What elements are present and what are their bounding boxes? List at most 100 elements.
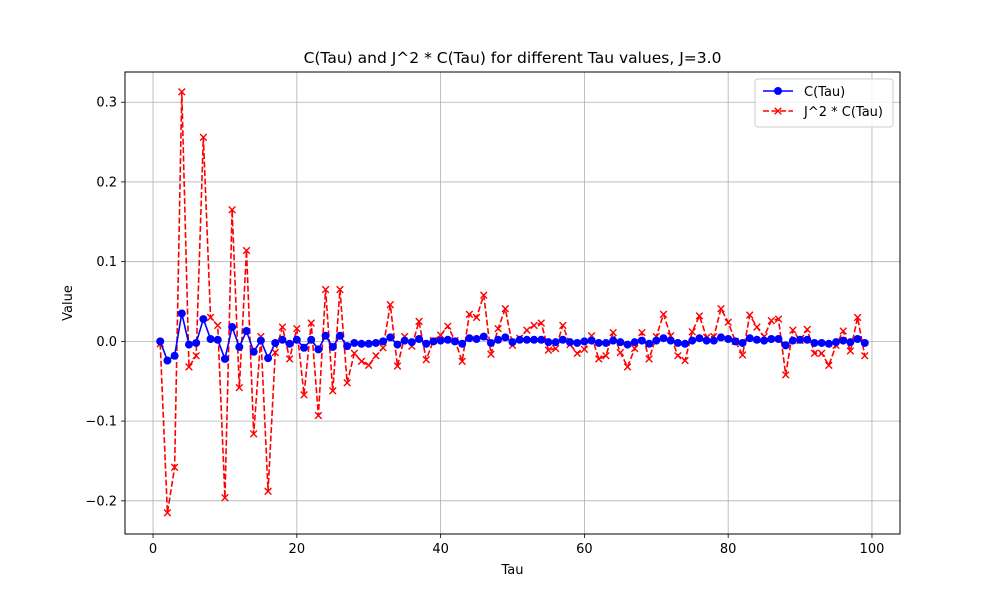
- data-point-j2-c-tau: [422, 355, 431, 364]
- data-point-c-tau: [609, 336, 618, 345]
- data-point-j2-c-tau: [803, 325, 812, 334]
- data-point-c-tau: [407, 338, 416, 347]
- data-point-c-tau: [573, 338, 582, 347]
- data-point-c-tau: [652, 336, 661, 345]
- data-point-c-tau: [400, 336, 409, 345]
- data-point-c-tau: [486, 338, 495, 347]
- data-point-c-tau: [752, 335, 761, 344]
- data-point-c-tau: [673, 338, 682, 347]
- data-point-j2-c-tau: [221, 493, 229, 502]
- data-point-j2-c-tau: [573, 349, 581, 358]
- data-point-j2-c-tau: [616, 348, 625, 357]
- data-point-c-tau: [163, 356, 172, 365]
- data-point-j2-c-tau: [350, 349, 359, 358]
- series-c-tau: [156, 309, 869, 365]
- axes-frame: [124, 71, 901, 535]
- data-point-c-tau: [235, 342, 244, 351]
- data-point-j2-c-tau: [242, 246, 251, 255]
- y-tick-label: 0.0: [96, 335, 117, 350]
- data-point-c-tau: [515, 335, 524, 344]
- data-point-j2-c-tau: [594, 355, 603, 363]
- data-point-c-tau: [716, 333, 725, 342]
- data-point-j2-c-tau: [379, 343, 387, 352]
- data-point-c-tau: [853, 334, 862, 343]
- data-point-c-tau: [494, 335, 503, 344]
- data-point-c-tau: [580, 337, 589, 346]
- data-point-j2-c-tau: [559, 321, 567, 330]
- data-point-c-tau: [177, 309, 186, 318]
- data-point-j2-c-tau: [753, 323, 761, 331]
- x-axis-label: Tau: [501, 563, 524, 578]
- data-point-c-tau: [731, 337, 740, 346]
- data-point-j2-c-tau: [436, 331, 445, 339]
- data-point-j2-c-tau: [745, 311, 754, 319]
- data-point-c-tau: [760, 336, 769, 345]
- y-tick-label: 0.3: [96, 96, 117, 111]
- data-point-c-tau: [846, 338, 855, 347]
- data-point-c-tau: [630, 338, 639, 347]
- data-point-j2-c-tau: [537, 319, 546, 327]
- data-point-c-tau: [300, 343, 309, 352]
- data-point-c-tau: [688, 336, 697, 345]
- data-point-j2-c-tau: [357, 357, 366, 366]
- data-point-j2-c-tau: [846, 347, 855, 355]
- data-point-j2-c-tau: [170, 463, 179, 472]
- data-point-j2-c-tau: [738, 351, 747, 359]
- data-point-c-tau: [522, 335, 531, 344]
- data-point-c-tau: [501, 333, 510, 342]
- data-point-c-tau: [803, 335, 812, 344]
- data-point-c-tau: [328, 342, 337, 351]
- y-axis-label: Value: [61, 285, 76, 321]
- data-point-j2-c-tau: [343, 379, 351, 387]
- data-point-j2-c-tau: [285, 355, 294, 363]
- data-point-c-tau: [695, 334, 704, 343]
- data-point-c-tau: [537, 335, 546, 344]
- data-point-j2-c-tau: [717, 304, 725, 313]
- legend: C(Tau) J^2 * C(Tau): [754, 78, 894, 128]
- legend-label-j2-c-tau: J^2 * C(Tau): [803, 105, 883, 120]
- y-tick-label: −0.1: [85, 415, 117, 430]
- data-point-c-tau: [616, 338, 625, 347]
- legend-marker-c-tau: [774, 87, 782, 95]
- data-point-c-tau: [220, 354, 229, 363]
- data-point-c-tau: [357, 339, 366, 348]
- plot-series: [156, 88, 869, 517]
- data-point-c-tau: [681, 339, 690, 348]
- grid: [125, 72, 900, 534]
- data-point-j2-c-tau: [681, 356, 689, 365]
- data-point-j2-c-tau: [767, 316, 776, 325]
- data-point-j2-c-tau: [278, 323, 287, 331]
- data-point-c-tau: [774, 334, 783, 343]
- data-point-c-tau: [350, 338, 359, 347]
- data-point-c-tau: [551, 338, 560, 347]
- data-point-j2-c-tau: [544, 346, 553, 354]
- data-point-c-tau: [285, 339, 294, 348]
- data-point-c-tau: [192, 338, 201, 347]
- data-point-j2-c-tau: [580, 345, 589, 354]
- data-point-j2-c-tau: [530, 321, 538, 330]
- data-point-j2-c-tau: [444, 322, 452, 331]
- data-point-j2-c-tau: [271, 348, 280, 357]
- data-point-c-tau: [738, 338, 747, 347]
- data-point-c-tau: [443, 335, 452, 344]
- data-point-c-tau: [436, 336, 445, 345]
- data-point-c-tau: [724, 334, 733, 343]
- data-point-j2-c-tau: [674, 351, 682, 360]
- data-point-c-tau: [601, 338, 610, 347]
- data-point-j2-c-tau: [300, 391, 308, 399]
- data-point-c-tau: [199, 315, 208, 324]
- data-point-c-tau: [170, 351, 179, 360]
- data-point-j2-c-tau: [321, 285, 330, 294]
- data-point-c-tau: [544, 338, 553, 347]
- data-point-c-tau: [249, 347, 258, 356]
- data-point-j2-c-tau: [472, 313, 481, 322]
- x-tick-label: 100: [860, 542, 885, 557]
- data-point-j2-c-tau: [853, 313, 862, 322]
- data-point-j2-c-tau: [163, 508, 172, 517]
- data-point-c-tau: [594, 338, 603, 347]
- data-point-j2-c-tau: [695, 312, 704, 320]
- y-tick-label: 0.2: [96, 175, 117, 190]
- data-point-c-tau: [508, 338, 517, 347]
- data-point-c-tau: [558, 335, 567, 344]
